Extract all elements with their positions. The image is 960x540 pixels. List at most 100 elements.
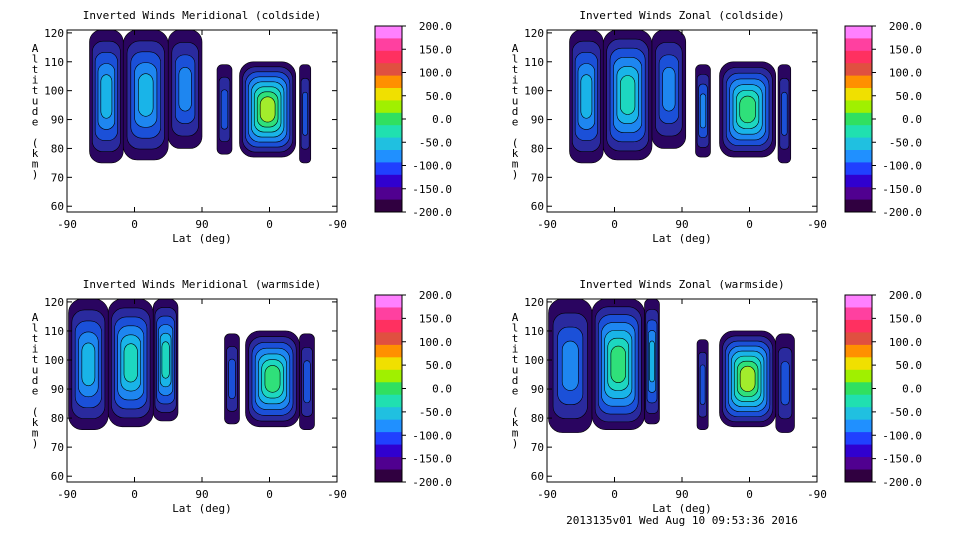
x-tick-label: 0 (131, 218, 138, 231)
panels: 60 70 80 90 100 110 120 -90 0 90 0 -90 Inverted Wind… (32, 9, 922, 515)
y-axis-label-char: A (512, 42, 519, 55)
colorbar-label: 200.0 (419, 289, 452, 302)
colorbar-cell (375, 75, 402, 89)
colorbar-cell (375, 50, 402, 64)
y-tick-label: 80 (531, 142, 544, 155)
colorbar-cell (375, 444, 402, 458)
y-axis-label-char: m (32, 158, 39, 171)
colorbar-cell (375, 382, 402, 396)
y-axis-label-char: t (512, 84, 519, 97)
y-axis-label-char: e (32, 116, 39, 129)
contour-field (68, 299, 315, 431)
y-tick-label: 90 (531, 383, 544, 396)
colorbar-cell (845, 187, 872, 201)
y-tick-label: 110 (524, 56, 544, 69)
contour-band (228, 358, 236, 399)
colorbar-cell (375, 369, 402, 383)
y-tick-label: 110 (524, 325, 544, 338)
colorbar-cell (845, 162, 872, 176)
colorbar-cell (845, 88, 872, 101)
colorbar-label: -200.0 (882, 476, 922, 489)
colorbar-label: -50.0 (419, 406, 452, 419)
colorbar-label: 0.0 (432, 383, 452, 396)
colorbar-label: 50.0 (426, 359, 453, 372)
panel-1: 60 70 80 90 100 110 120 -90 0 90 0 -90 Inverted Wind… (512, 9, 922, 245)
colorbar-cell (845, 63, 872, 77)
contour-band (580, 74, 593, 119)
y-axis-label-char: A (512, 311, 519, 324)
y-tick-label: 110 (44, 325, 64, 338)
colorbar-cell (375, 26, 402, 39)
contour-band (620, 75, 636, 115)
y-axis-label-char: ( (512, 137, 519, 150)
y-tick-label: 90 (531, 114, 544, 127)
colorbar-cell (375, 38, 402, 52)
y-axis-label-char: m (32, 427, 39, 440)
colorbar-label: -150.0 (882, 453, 922, 466)
y-axis-label-char: m (512, 158, 519, 171)
y-axis-label-char: i (32, 74, 39, 87)
y-tick-label: 100 (524, 85, 544, 98)
y-tick-label: 120 (524, 27, 544, 40)
colorbar-label: -50.0 (889, 136, 922, 149)
x-tick-label: -90 (327, 218, 347, 231)
y-axis-label-char: u (512, 95, 519, 108)
y-tick-label: 60 (531, 470, 544, 483)
colorbar-cell (375, 125, 402, 139)
colorbar-label: 0.0 (902, 383, 922, 396)
y-tick-label: 120 (44, 27, 64, 40)
x-tick-label: -90 (807, 218, 827, 231)
x-tick-label: -90 (807, 488, 827, 501)
colorbar-cell (375, 407, 402, 421)
y-axis-label-char: ) (512, 437, 519, 450)
y-axis-label-char: ( (32, 406, 39, 419)
y-axis-label-char: t (32, 332, 39, 345)
y-axis-label-char: k (512, 416, 519, 429)
y-axis-label-char: d (512, 105, 519, 118)
colorbar-label: 200.0 (419, 20, 452, 33)
contour-band (780, 361, 790, 406)
y-axis-label-char: d (32, 105, 39, 118)
x-tick-label: 90 (195, 488, 208, 501)
x-axis-label: Lat (deg) (652, 232, 712, 245)
y-tick-label: 60 (51, 470, 64, 483)
x-tick-label: 0 (266, 218, 273, 231)
y-tick-label: 70 (531, 171, 544, 184)
y-tick-label: 70 (531, 441, 544, 454)
colorbar-cell (375, 112, 402, 126)
contour-band (781, 91, 788, 136)
x-tick-label: 90 (675, 488, 688, 501)
colorbar-cell (845, 75, 872, 89)
panel-title: Inverted Winds Meridional (warmside) (83, 278, 321, 291)
y-tick-label: 120 (44, 296, 64, 309)
y-axis-label-char: e (512, 385, 519, 398)
colorbar-cell (375, 199, 402, 213)
y-axis-label-char: l (512, 53, 519, 66)
colorbar-cell (375, 187, 402, 201)
colorbar-label: 50.0 (896, 359, 923, 372)
colorbar-cell (375, 137, 402, 151)
panel-title: Inverted Winds Meridional (coldside) (83, 9, 321, 22)
contour-band (81, 342, 96, 387)
contour-band (161, 341, 170, 379)
x-tick-label: 0 (266, 488, 273, 501)
y-tick-label: 80 (531, 412, 544, 425)
contour-band (662, 67, 676, 112)
x-tick-label: -90 (537, 218, 557, 231)
colorbar-cell (375, 162, 402, 176)
contour-band (178, 67, 192, 112)
colorbar-cell (375, 457, 402, 471)
colorbar-label: 150.0 (889, 43, 922, 56)
x-axis-label: Lat (deg) (172, 502, 232, 515)
y-axis-label-char: t (32, 84, 39, 97)
x-tick-label: 0 (746, 488, 753, 501)
contour-band (699, 93, 707, 129)
colorbar-label: -100.0 (412, 429, 452, 442)
y-axis-label-char: ) (32, 168, 39, 181)
x-tick-label: 0 (131, 488, 138, 501)
x-tick-label: 0 (611, 218, 618, 231)
y-axis-label-char: l (32, 322, 39, 335)
colorbar-cell (845, 50, 872, 64)
colorbar-cell (845, 137, 872, 151)
